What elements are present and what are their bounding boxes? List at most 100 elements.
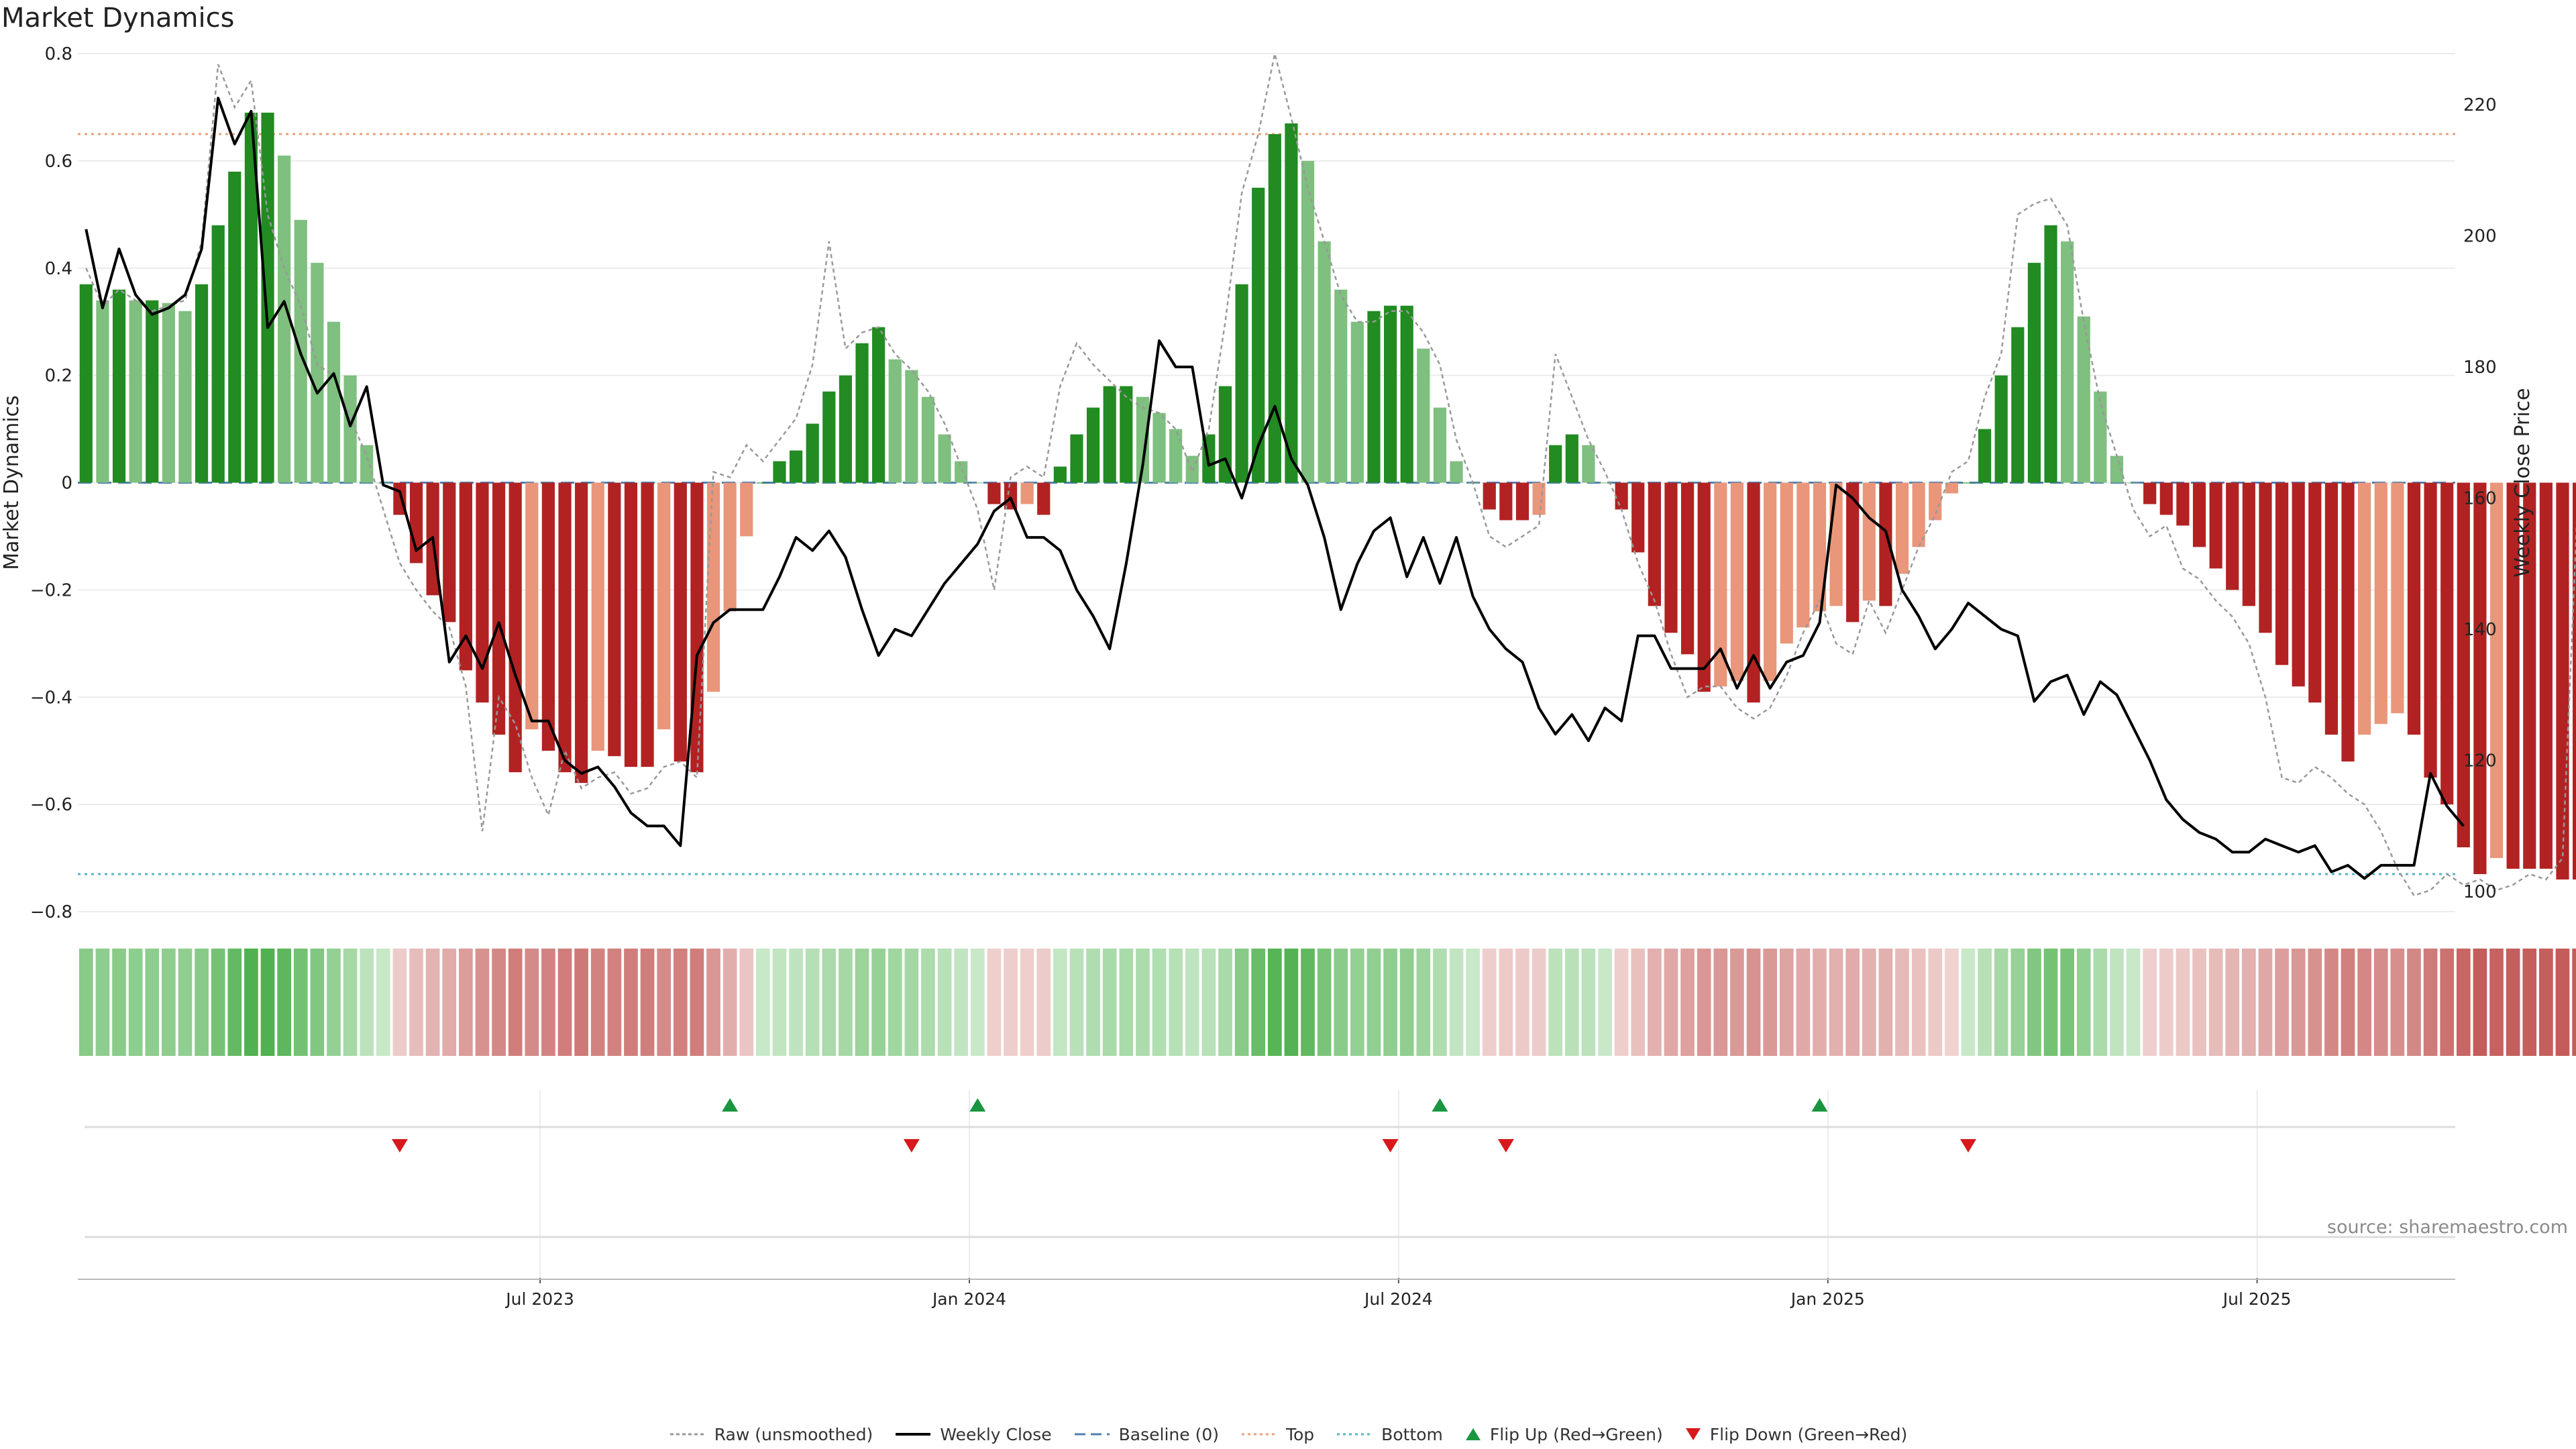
histogram-bar	[2341, 482, 2355, 762]
heat-strip-cell	[425, 949, 440, 1056]
heat-strip-cell	[409, 949, 423, 1056]
heat-strip-cell	[1004, 949, 1018, 1056]
legend-item-label: Flip Down (Green→Red)	[1709, 1424, 1908, 1444]
histogram-bar	[1912, 482, 1925, 547]
heat-strip-cell	[475, 949, 490, 1056]
y-left-tick-label: 0	[61, 474, 72, 494]
histogram-bar	[1152, 413, 1166, 483]
histogram-bar	[2473, 482, 2487, 875]
legend-item-label: Top	[1285, 1424, 1315, 1444]
x-tick-label: Jan 2025	[1790, 1289, 1865, 1309]
histogram-bar	[1400, 305, 1413, 483]
histogram-bar	[2027, 262, 2041, 483]
heat-strip-cell	[2440, 949, 2455, 1056]
histogram-bar	[2292, 482, 2305, 687]
histogram-bar	[773, 461, 786, 483]
heat-strip-cell	[1730, 949, 1744, 1056]
heat-strip-cell	[706, 949, 720, 1056]
histogram-bar	[2226, 482, 2239, 590]
histogram-bar	[2094, 391, 2107, 483]
histogram-bar	[1318, 241, 1331, 483]
heat-strip-cell	[2043, 949, 2058, 1056]
heat-strip-cell	[2258, 949, 2273, 1056]
heat-strip-cell	[1053, 949, 1067, 1056]
y-right-tick-label: 160	[2463, 489, 2497, 509]
histogram-bar	[591, 482, 604, 751]
histogram-bar	[2523, 482, 2536, 869]
x-tick-label: Jul 2023	[504, 1289, 574, 1309]
heat-strip-cell	[1350, 949, 1364, 1056]
heat-strip-cell	[1779, 949, 1794, 1056]
legend-item: Flip Down (Green→Red)	[1684, 1424, 1908, 1444]
histogram-bar	[905, 370, 918, 483]
y-left-tick-label: −0.2	[30, 580, 72, 600]
histogram-bar	[822, 391, 836, 483]
histogram-bar	[971, 482, 984, 484]
heat-strip-cell	[1020, 949, 1034, 1056]
heat-strip-cell	[1185, 949, 1199, 1056]
heat-strip-cell	[1829, 949, 1843, 1056]
y-left-tick-label: 0.2	[45, 366, 72, 386]
histogram-bar	[2506, 482, 2520, 869]
heat-strip-cell	[756, 949, 770, 1056]
legend-item: Flip Up (Red→Green)	[1464, 1425, 1663, 1444]
heat-strip-cell	[987, 949, 1002, 1056]
heat-strip-cell	[1169, 949, 1183, 1056]
heat-strip-cell	[327, 949, 341, 1056]
heat-strip-cell	[1119, 949, 1134, 1056]
heat-strip-cell	[128, 949, 143, 1056]
heat-strip-cell	[1945, 949, 1959, 1056]
histogram-bar	[2259, 482, 2272, 633]
heat-strip-cell	[1201, 949, 1216, 1056]
histogram-bar	[1631, 482, 1645, 553]
legend-item: Bottom	[1336, 1425, 1443, 1444]
flip-down-marker	[1497, 1139, 1514, 1152]
histogram-bar	[558, 482, 572, 773]
y-left-tick-label: −0.4	[30, 688, 72, 708]
histogram-bar	[1813, 482, 1827, 612]
flip-markers	[85, 1098, 2455, 1238]
heat-strip-cell	[1069, 949, 1084, 1056]
axes: 0.8 0.6 0.4 0.2 0 −0.2 −0.4 −0.6 −0.8 220 200 180 16…	[0, 44, 2534, 1309]
x-tick-label: Jul 2024	[1363, 1289, 1433, 1309]
histogram-bar	[1285, 123, 1298, 483]
histogram-bar	[1829, 482, 1843, 606]
heat-strip-cell	[1136, 949, 1150, 1056]
heat-strip-cell	[360, 949, 374, 1056]
histogram-bar	[938, 434, 951, 483]
histogram-bar	[2044, 225, 2057, 483]
up-triangle-swatch	[1465, 1428, 1481, 1440]
histogram-bar	[2077, 316, 2090, 483]
heat-strip-cell	[2027, 949, 2041, 1056]
histogram-bar	[2374, 482, 2387, 724]
reference-lines	[78, 133, 2455, 875]
histogram-bar	[723, 482, 737, 612]
heat-strip-cell	[277, 949, 291, 1056]
histogram-bar	[525, 482, 539, 730]
y-left-tick-label: 0.4	[45, 259, 72, 279]
heat-strip-cell	[2473, 949, 2487, 1056]
heat-strip-cell	[78, 949, 93, 1056]
heat-strip-cell	[1334, 949, 1348, 1056]
histogram-bar	[492, 482, 506, 735]
heat-strip-cell	[2506, 949, 2520, 1056]
heat-strip-cell	[178, 949, 193, 1056]
heat-strip-cell	[2572, 949, 2576, 1056]
histogram-bar	[2143, 482, 2157, 504]
heat-strip-cell	[1911, 949, 1926, 1056]
histogram-bar	[2061, 241, 2074, 483]
heat-strip-cell	[2208, 949, 2223, 1056]
heat-strip-cell	[310, 949, 325, 1056]
legend-item: Raw (unsmoothed)	[669, 1425, 873, 1444]
histogram-bar	[1086, 407, 1100, 483]
heat-strip-cell	[2225, 949, 2240, 1056]
heat-strip-cell	[2176, 949, 2190, 1056]
heat-strip-cell	[1895, 949, 1909, 1056]
legend-item: Baseline (0)	[1073, 1425, 1219, 1444]
heat-strip-cell	[2143, 949, 2157, 1056]
heat-strip-cell	[1383, 949, 1397, 1056]
heat-strip-cell	[1036, 949, 1051, 1056]
heat-strip-cell	[822, 949, 837, 1056]
histogram-bar	[79, 284, 93, 483]
